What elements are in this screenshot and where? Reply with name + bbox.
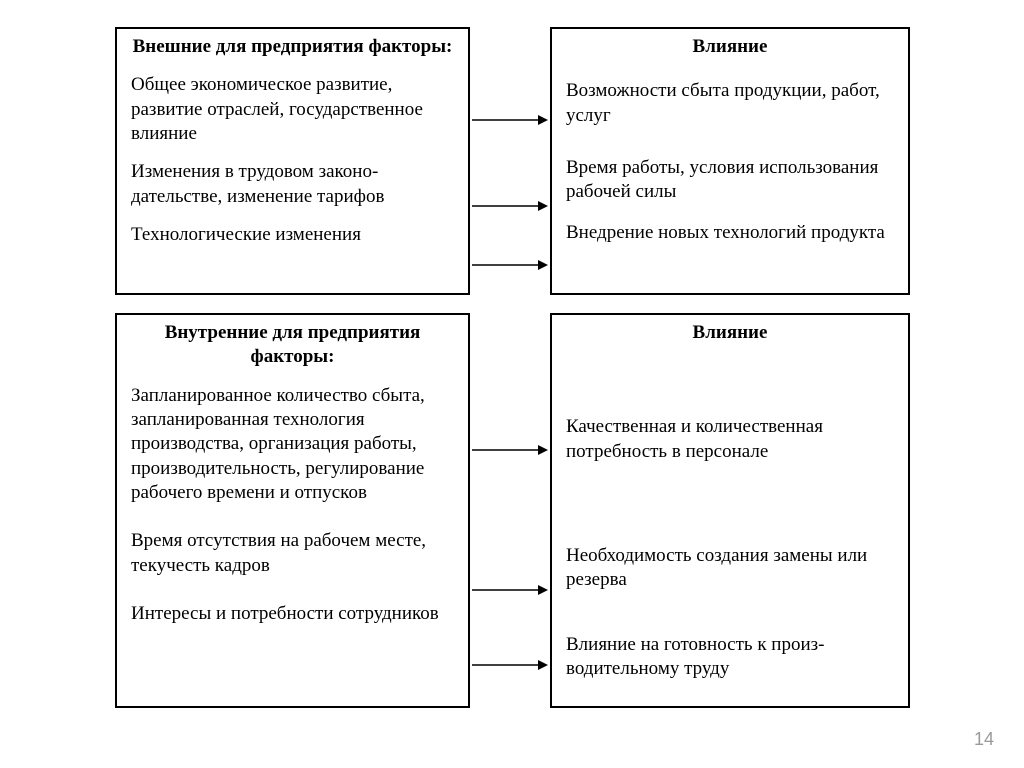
box-title: Влияние [566,321,894,345]
influence-item: Влияние на готовность к произ­водительно… [566,633,894,682]
box-title: Влияние [566,35,894,59]
influence-item: Необходимость создания заме­ны или резер… [566,544,894,593]
box-title: Внутренние для предприятия факторы: [131,321,454,370]
arrow-icon [472,259,548,271]
box-title: Внешние для предприятия факторы: [131,35,454,59]
arrow-icon [472,444,548,456]
internal-influence-box: Влияние Качественная и количественная по… [550,313,910,708]
factor-item: Общее экономическое развитие, развитие о… [131,73,454,146]
influence-item: Внедрение новых технологий продукта [566,221,894,245]
influence-item: Возможности сбыта продукции, работ, услу… [566,79,894,128]
factor-item: Запланированное количество сбыта, заплан… [131,384,454,506]
external-factors-box: Внешние для предприятия факторы: Общее э… [115,27,470,295]
diagram-canvas: Внешние для предприятия факторы: Общее э… [0,0,1024,768]
factor-item: Интересы и потребности сотрудников [131,602,454,626]
factor-item: Технологические изменения [131,223,454,247]
arrow-icon [472,659,548,671]
factor-item: Изменения в трудовом законо­дательстве, … [131,160,454,209]
internal-factors-box: Внутренние для предприятия факторы: Запл… [115,313,470,708]
influence-item: Время работы, условия исполь­зования раб… [566,156,894,205]
arrow-icon [472,114,548,126]
external-influence-box: Влияние Возможности сбыта продукции, раб… [550,27,910,295]
page-number: 14 [974,729,994,750]
arrow-icon [472,584,548,596]
arrow-icon [472,200,548,212]
influence-item: Качественная и количественная потребност… [566,415,894,464]
factor-item: Время отсутствия на рабочем месте, текуч… [131,529,454,578]
